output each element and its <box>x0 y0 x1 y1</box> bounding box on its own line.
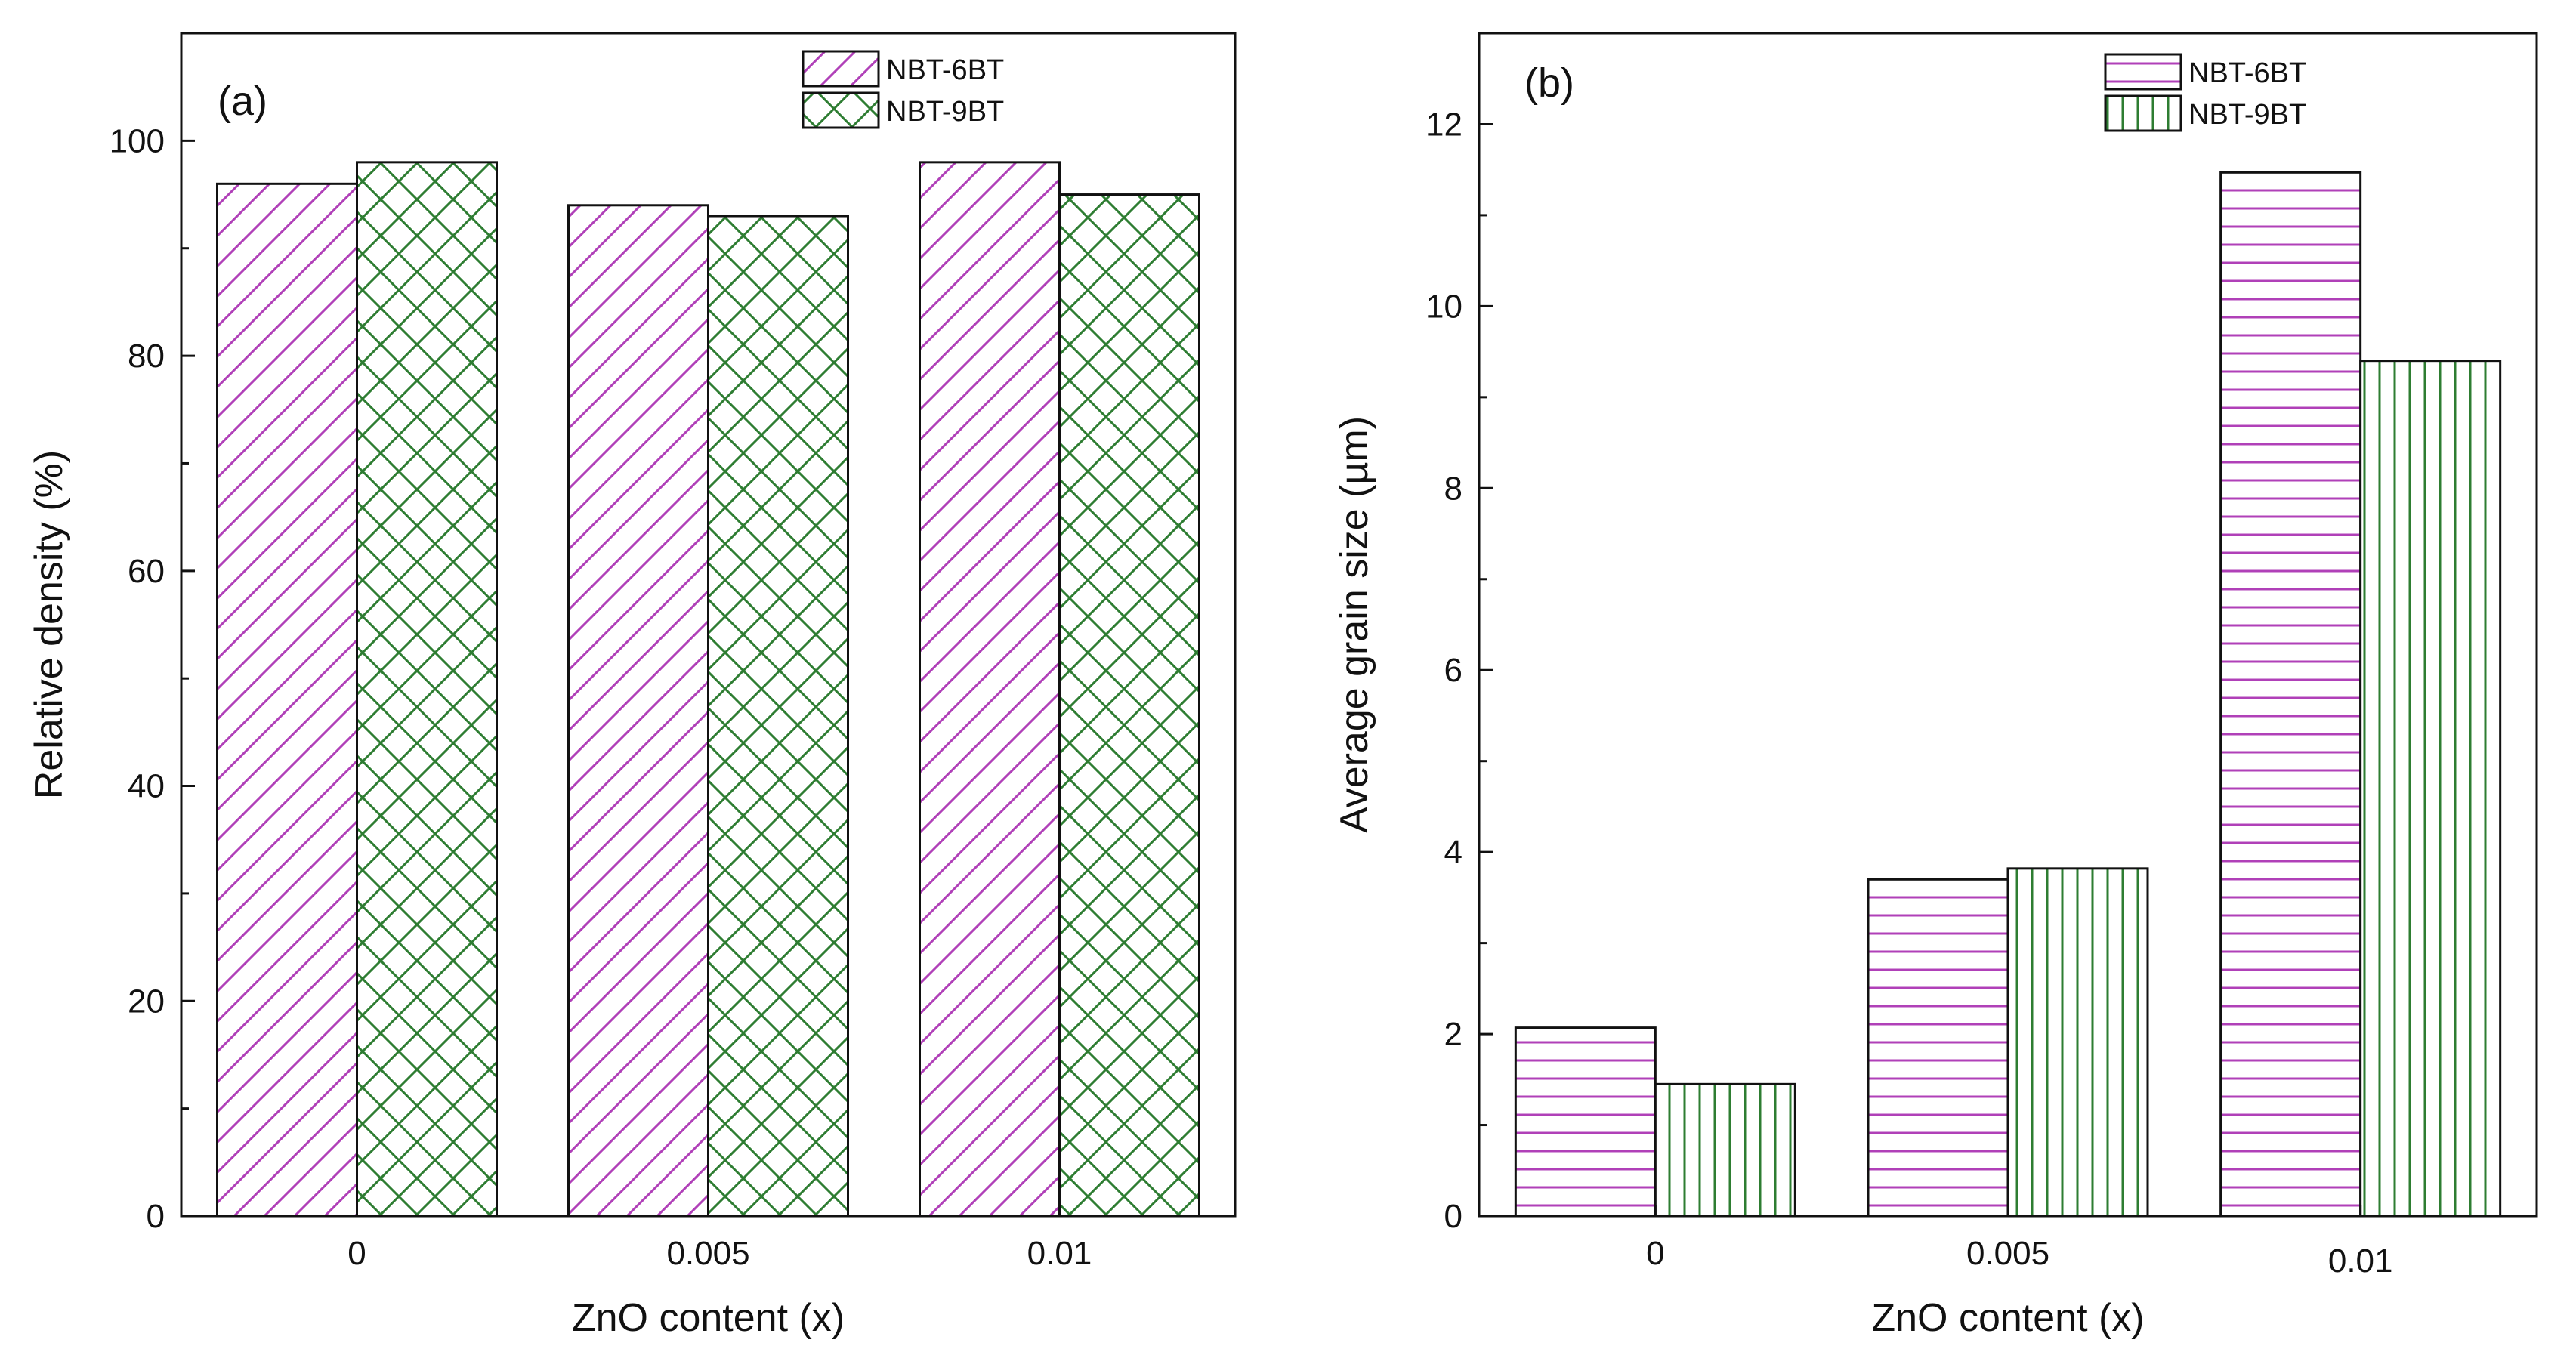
y-tick-label: 8 <box>1444 470 1463 507</box>
y-tick-label: 2 <box>1444 1016 1463 1053</box>
bar-nbt-9bt-0 <box>1654 1082 1796 1218</box>
bar-nbt-9bt-0 <box>356 161 498 1218</box>
legend-label-nbt-9bt: NBT-9BT <box>886 96 1004 128</box>
x-axis-title: ZnO content (x) <box>572 1296 845 1340</box>
panel-label: (b) <box>1524 60 1574 106</box>
bar-nbt-6bt-0.01 <box>2219 171 2362 1218</box>
y-tick-label: 6 <box>1444 652 1463 689</box>
legend-swatch-nbt-6bt <box>802 50 880 88</box>
y-tick-label: 20 <box>128 983 165 1020</box>
y-tick-label: 12 <box>1425 106 1463 143</box>
x-tick-label: 0 <box>347 1235 366 1272</box>
y-tick-label: 10 <box>1425 288 1463 325</box>
bar-nbt-6bt-0 <box>1514 1026 1657 1218</box>
x-axis-title: ZnO content (x) <box>1871 1296 2144 1340</box>
bar-nbt-9bt-0.005 <box>2006 867 2149 1218</box>
legend-swatch-nbt-9bt <box>802 91 880 129</box>
y-tick-label: 0 <box>1444 1198 1463 1235</box>
legend-swatch-nbt-9bt <box>2104 94 2182 132</box>
y-tick-label: 100 <box>110 122 165 159</box>
panel-a: 0 0.005 0.01 0 20 40 60 80 100 ZnO content (x) Rel… <box>27 32 1237 1340</box>
bar-nbt-9bt-0.01 <box>2359 360 2502 1218</box>
legend-swatch-nbt-6bt <box>2104 53 2182 91</box>
y-tick-label: 60 <box>128 553 165 590</box>
bar-nbt-6bt-0 <box>216 182 358 1218</box>
bar-nbt-6bt-0.01 <box>919 161 1061 1218</box>
plot-frame <box>1478 32 2538 1218</box>
x-tick-label: 0.01 <box>1027 1235 1092 1272</box>
y-axis-title: Relative density (%) <box>27 450 71 799</box>
y-tick-label: 4 <box>1444 834 1463 871</box>
bar-nbt-9bt-0.01 <box>1058 193 1200 1218</box>
x-tick-label: 0.01 <box>2328 1242 2393 1279</box>
bar-nbt-6bt-0.005 <box>1867 878 2009 1218</box>
panel-b: 0 0.005 0.01 0 2 4 6 8 10 12 ZnO content (x) Averag… <box>1333 32 2538 1340</box>
legend-label-nbt-9bt: NBT-9BT <box>2188 99 2306 131</box>
x-tick-label: 0 <box>1646 1235 1664 1272</box>
y-tick-label: 40 <box>128 768 165 805</box>
y-tick-label: 0 <box>147 1198 165 1235</box>
bar-nbt-6bt-0.005 <box>567 204 709 1218</box>
x-tick-label: 0.005 <box>666 1235 749 1272</box>
plot-frame <box>180 32 1237 1218</box>
x-tick-label: 0.005 <box>1966 1235 2049 1272</box>
panel-label: (a) <box>218 79 267 124</box>
legend-label-nbt-6bt: NBT-6BT <box>886 54 1004 86</box>
bar-nbt-9bt-0.005 <box>707 215 849 1218</box>
legend-label-nbt-6bt: NBT-6BT <box>2188 57 2306 89</box>
y-tick-label: 80 <box>128 338 165 375</box>
y-axis-title: Average grain size (µm) <box>1333 416 1376 833</box>
